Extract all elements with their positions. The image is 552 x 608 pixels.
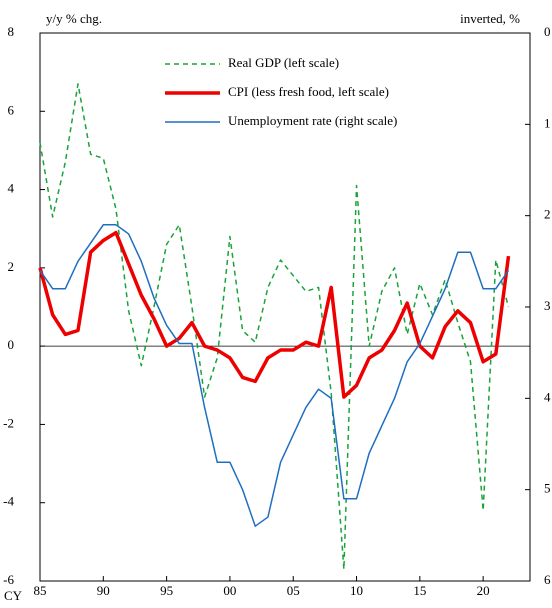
y-axis-label: y/y % chg. xyxy=(46,11,102,26)
y-tick-label: 2 xyxy=(8,259,15,274)
y2-axis-label: inverted, % xyxy=(460,11,520,26)
x-tick-label: 20 xyxy=(477,583,490,598)
y2-tick-label: 5 xyxy=(544,481,551,496)
y-tick-label: 4 xyxy=(8,181,15,196)
series-line xyxy=(39,83,510,571)
series-line xyxy=(38,230,511,399)
legend-label: Real GDP (left scale) xyxy=(228,55,339,70)
y-tick-label: -6 xyxy=(3,572,14,587)
legend-label: CPI (less fresh food, left scale) xyxy=(228,84,389,99)
x-tick-label: 95 xyxy=(160,583,173,598)
y2-tick-label: 6 xyxy=(544,572,551,587)
y2-tick-label: 2 xyxy=(544,207,551,222)
y-tick-label: -2 xyxy=(3,415,14,430)
y-tick-label: 6 xyxy=(8,102,15,117)
x-tick-label: 05 xyxy=(287,583,300,598)
y2-tick-label: 0 xyxy=(544,24,551,39)
x-tick-label: 15 xyxy=(413,583,426,598)
y2-tick-label: 3 xyxy=(544,298,551,313)
y-tick-label: 8 xyxy=(8,24,15,39)
x-axis-label: CY xyxy=(4,588,23,603)
y2-tick-label: 4 xyxy=(544,389,551,404)
x-tick-label: 90 xyxy=(97,583,110,598)
y2-tick-label: 1 xyxy=(544,115,551,130)
y-tick-label: -4 xyxy=(3,494,14,509)
x-tick-label: 85 xyxy=(34,583,47,598)
series-line xyxy=(39,224,510,527)
x-tick-label: 10 xyxy=(350,583,363,598)
y-tick-label: 0 xyxy=(8,337,15,352)
x-tick-label: 00 xyxy=(223,583,236,598)
legend-label: Unemployment rate (right scale) xyxy=(228,113,397,128)
